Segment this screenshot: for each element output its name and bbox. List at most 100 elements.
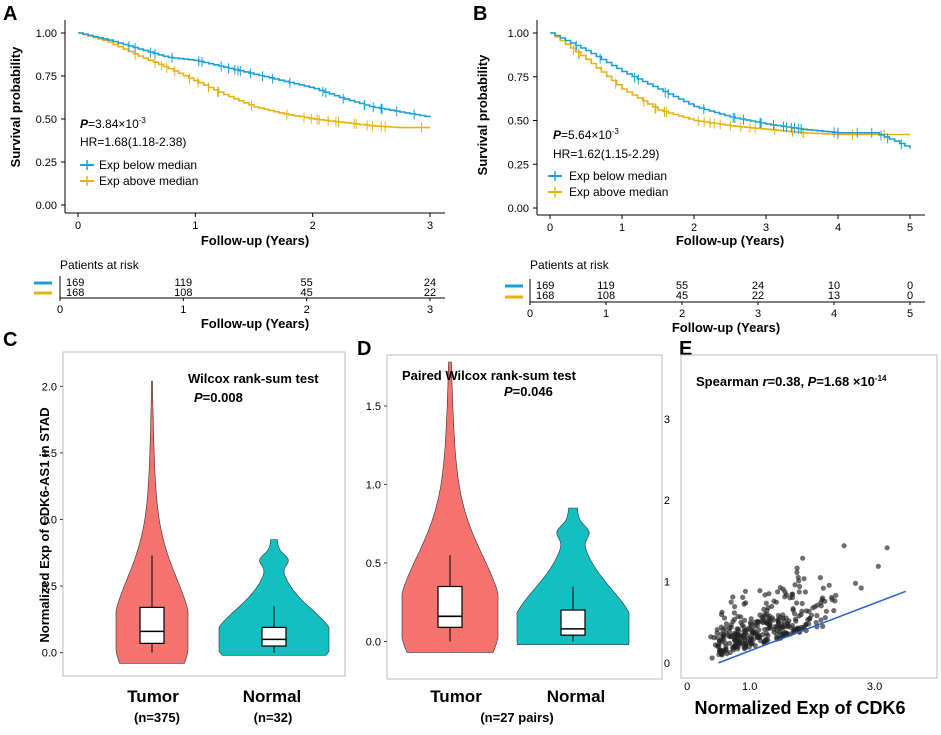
panel-c-test-label: Wilcox rank-sum test [188, 371, 319, 386]
scatter-point [741, 644, 747, 650]
risk-x-tick-label: 0 [527, 308, 533, 320]
violin-tumor [115, 380, 189, 664]
scatter-point [764, 611, 770, 617]
scatter-point [818, 617, 824, 623]
scatter-point [762, 592, 768, 598]
km-curve-below-median [550, 32, 911, 149]
risk-count: 108 [174, 287, 192, 299]
panel-a-p-prefix: P [80, 117, 89, 131]
y-tick-label: 0.5 [366, 558, 381, 570]
panel-b-risk-title: Patients at risk [530, 258, 610, 272]
scatter-point [732, 604, 738, 610]
scatter-point [771, 629, 777, 635]
scatter-point [803, 621, 809, 628]
scatter-point [814, 602, 820, 608]
scatter-point [739, 638, 745, 644]
km-curve-above-median [78, 32, 430, 129]
km-curve-above-median [550, 32, 910, 136]
scatter-point [758, 618, 764, 624]
panel-d-pairs: (n=27 pairs) [480, 710, 553, 725]
risk-count: 22 [424, 287, 436, 299]
x-tick-label: 1 [619, 222, 625, 234]
panel-d-p-text: =0.046 [513, 384, 553, 399]
scatter-point [735, 635, 741, 641]
scatter-point [826, 582, 832, 588]
risk-x-tick-label: 1 [180, 304, 186, 316]
risk-count: 10 [828, 280, 840, 292]
risk-x-tick-label: 2 [304, 304, 310, 316]
x-tick-label: 2 [310, 220, 316, 232]
panel-a-p-times: × [118, 117, 125, 131]
scatter-point [716, 643, 722, 649]
panel-a: A Survival probability 0.00 0.25 0.50 0.75 1… [3, 3, 445, 331]
panel-e-annot-val: =1.68 ×10 [816, 374, 875, 389]
scatter-point [818, 603, 824, 609]
panel-e-points [708, 543, 890, 661]
panel-c-ylabel: Normalized Exp of CDK6-AS1 in STAD [37, 407, 52, 642]
scatter-point [718, 611, 725, 618]
legend-label-below: Exp below median [99, 158, 197, 172]
panel-c-label: C [3, 329, 17, 351]
legend-label-above: Exp above median [99, 174, 198, 188]
scatter-point [741, 601, 747, 607]
box-iqr-tumor [437, 585, 463, 628]
scatter-point [796, 613, 802, 619]
scatter-point [740, 594, 746, 601]
panel-a-hr: HR=1.68(1.18-2.38) [80, 135, 186, 149]
y-tick-label: 0.00 [36, 200, 57, 212]
scatter-point [820, 595, 826, 601]
risk-count: 24 [752, 280, 764, 292]
scatter-point [735, 613, 741, 620]
scatter-point [858, 585, 864, 591]
scatter-point [773, 599, 780, 605]
scatter-point [832, 598, 838, 604]
panel-e-annot-r: r [762, 374, 768, 389]
panel-a-risk-table: 169 119 55 24 168 108 45 22 0 1 2 3 [57, 277, 436, 316]
risk-count: 55 [676, 280, 688, 292]
scatter-point [823, 608, 830, 614]
panel-e-y-ticks: 0 1 2 3 [664, 414, 670, 670]
scatter-point [714, 635, 720, 641]
scatter-point [790, 606, 796, 612]
panel-c-frame [62, 351, 346, 677]
scatter-point [794, 569, 800, 576]
scatter-point [753, 630, 759, 636]
panel-a-p-base: 10 [125, 117, 139, 131]
panel-e-annot-prefix: Spearman [696, 374, 762, 389]
scatter-point [720, 627, 726, 633]
y-tick-label: 2 [664, 495, 670, 507]
panel-b-y-ticks: 0.00 0.25 0.50 0.75 1.00 [508, 28, 537, 215]
panel-b-ylabel: Survival probability [475, 54, 490, 175]
risk-count: 169 [66, 277, 84, 289]
panel-d-p-prefix: P [504, 384, 513, 399]
scatter-point [810, 605, 816, 611]
x-tick-label: 3 [763, 222, 769, 234]
panel-d-violins [401, 361, 630, 653]
panel-b-p-exp: -3 [612, 127, 620, 136]
y-tick-label: 1.00 [36, 28, 57, 40]
risk-count: 0 [907, 290, 913, 302]
scatter-point [714, 630, 720, 636]
risk-x-tick-label: 1 [603, 308, 609, 320]
panel-a-xlabel: Follow-up (Years) [201, 233, 309, 248]
scatter-point [833, 592, 839, 599]
panel-c: C Normalized Exp of CDK6-AS1 in STAD 0.0… [3, 329, 346, 725]
violin-normal [516, 507, 630, 645]
scatter-point [789, 622, 796, 629]
risk-count: 13 [828, 290, 840, 302]
panel-b-curves [550, 32, 911, 150]
y-tick-label: 0 [664, 658, 670, 670]
y-tick-label: 1.00 [508, 28, 529, 40]
scatter-point [822, 615, 828, 621]
scatter-point [817, 575, 824, 581]
x-tick-label: 1 [192, 220, 198, 232]
scatter-point [731, 610, 738, 616]
y-tick-label: 0.00 [508, 203, 529, 215]
scatter-point [790, 594, 796, 601]
y-tick-label: 0.5 [42, 581, 57, 593]
panel-a-ylabel: Survival probability [8, 46, 23, 167]
scatter-point [766, 591, 772, 597]
panel-c-n-normal: (n=32) [254, 710, 293, 725]
